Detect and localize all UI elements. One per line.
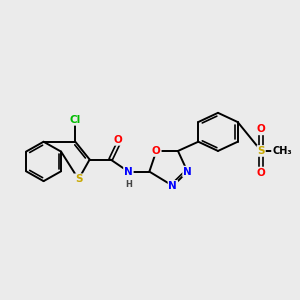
Text: O: O bbox=[257, 124, 266, 134]
Text: Cl: Cl bbox=[70, 115, 81, 125]
Text: O: O bbox=[152, 146, 161, 156]
Text: N: N bbox=[183, 167, 192, 177]
Text: N: N bbox=[124, 167, 133, 177]
Text: H: H bbox=[125, 180, 132, 189]
Text: O: O bbox=[257, 168, 266, 178]
Text: S: S bbox=[75, 174, 82, 184]
Text: S: S bbox=[257, 146, 265, 156]
Text: O: O bbox=[114, 135, 123, 145]
Text: N: N bbox=[169, 181, 177, 191]
Text: CH₃: CH₃ bbox=[272, 146, 292, 156]
